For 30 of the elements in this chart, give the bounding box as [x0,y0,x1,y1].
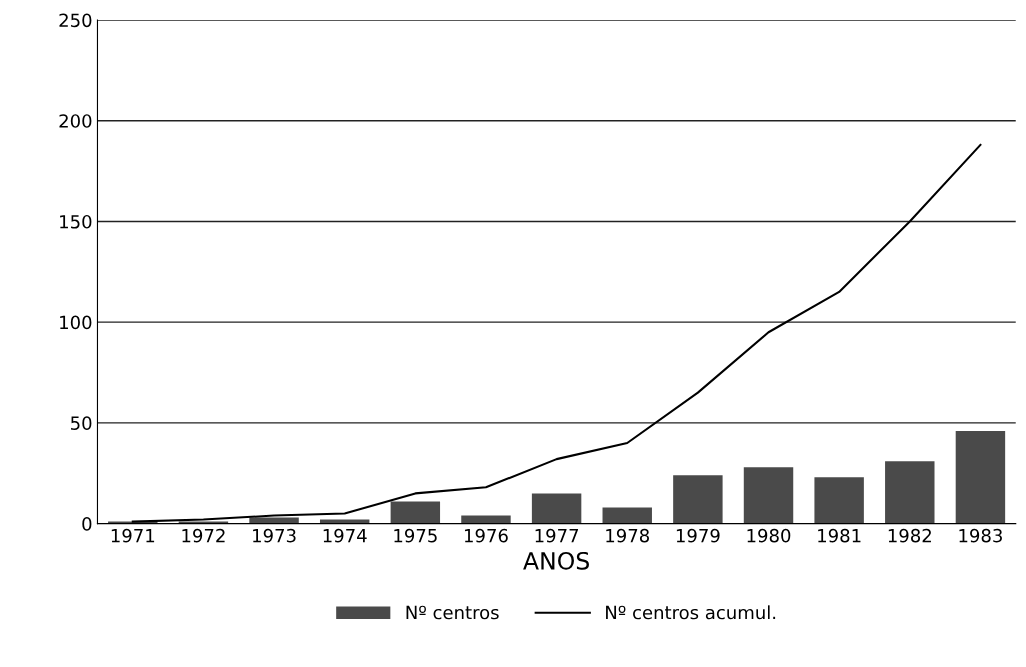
x-tick-label: 1975 [394,528,437,543]
legend-label: Nº centros [406,605,499,620]
x-tick-label: 1972 [182,528,225,543]
x-tick-label: 1976 [464,528,508,543]
x-tick-label: 1973 [253,528,296,543]
x-tick-label: 1983 [959,528,1002,543]
bar [814,477,864,524]
bar [743,467,794,524]
bar [602,507,652,524]
x-tick-label: 1971 [111,528,155,543]
x-tick-label: 1980 [747,528,791,543]
y-tick-label: 50 [71,416,92,430]
bar [390,501,441,524]
x-tick-label: 1981 [818,528,861,543]
x-tick-label: 1977 [535,528,579,543]
bar [673,475,723,524]
bar [531,493,582,524]
y-tick-label: 150 [60,214,92,229]
y-tick-label: 200 [59,114,92,128]
legend-label: Nº centros acumul. [606,605,776,620]
x-tick-label: 1982 [888,528,931,543]
x-tick-label: 1978 [606,528,649,543]
bar [955,430,1006,524]
y-tick-label: 100 [60,315,92,330]
x-tick-label: 1974 [323,528,367,543]
bar [885,461,935,524]
x-tick-label: 1979 [676,528,720,543]
y-tick-label: 0 [82,517,92,531]
y-tick-label: 250 [59,13,92,28]
x-axis-title: ANOS [523,551,589,570]
